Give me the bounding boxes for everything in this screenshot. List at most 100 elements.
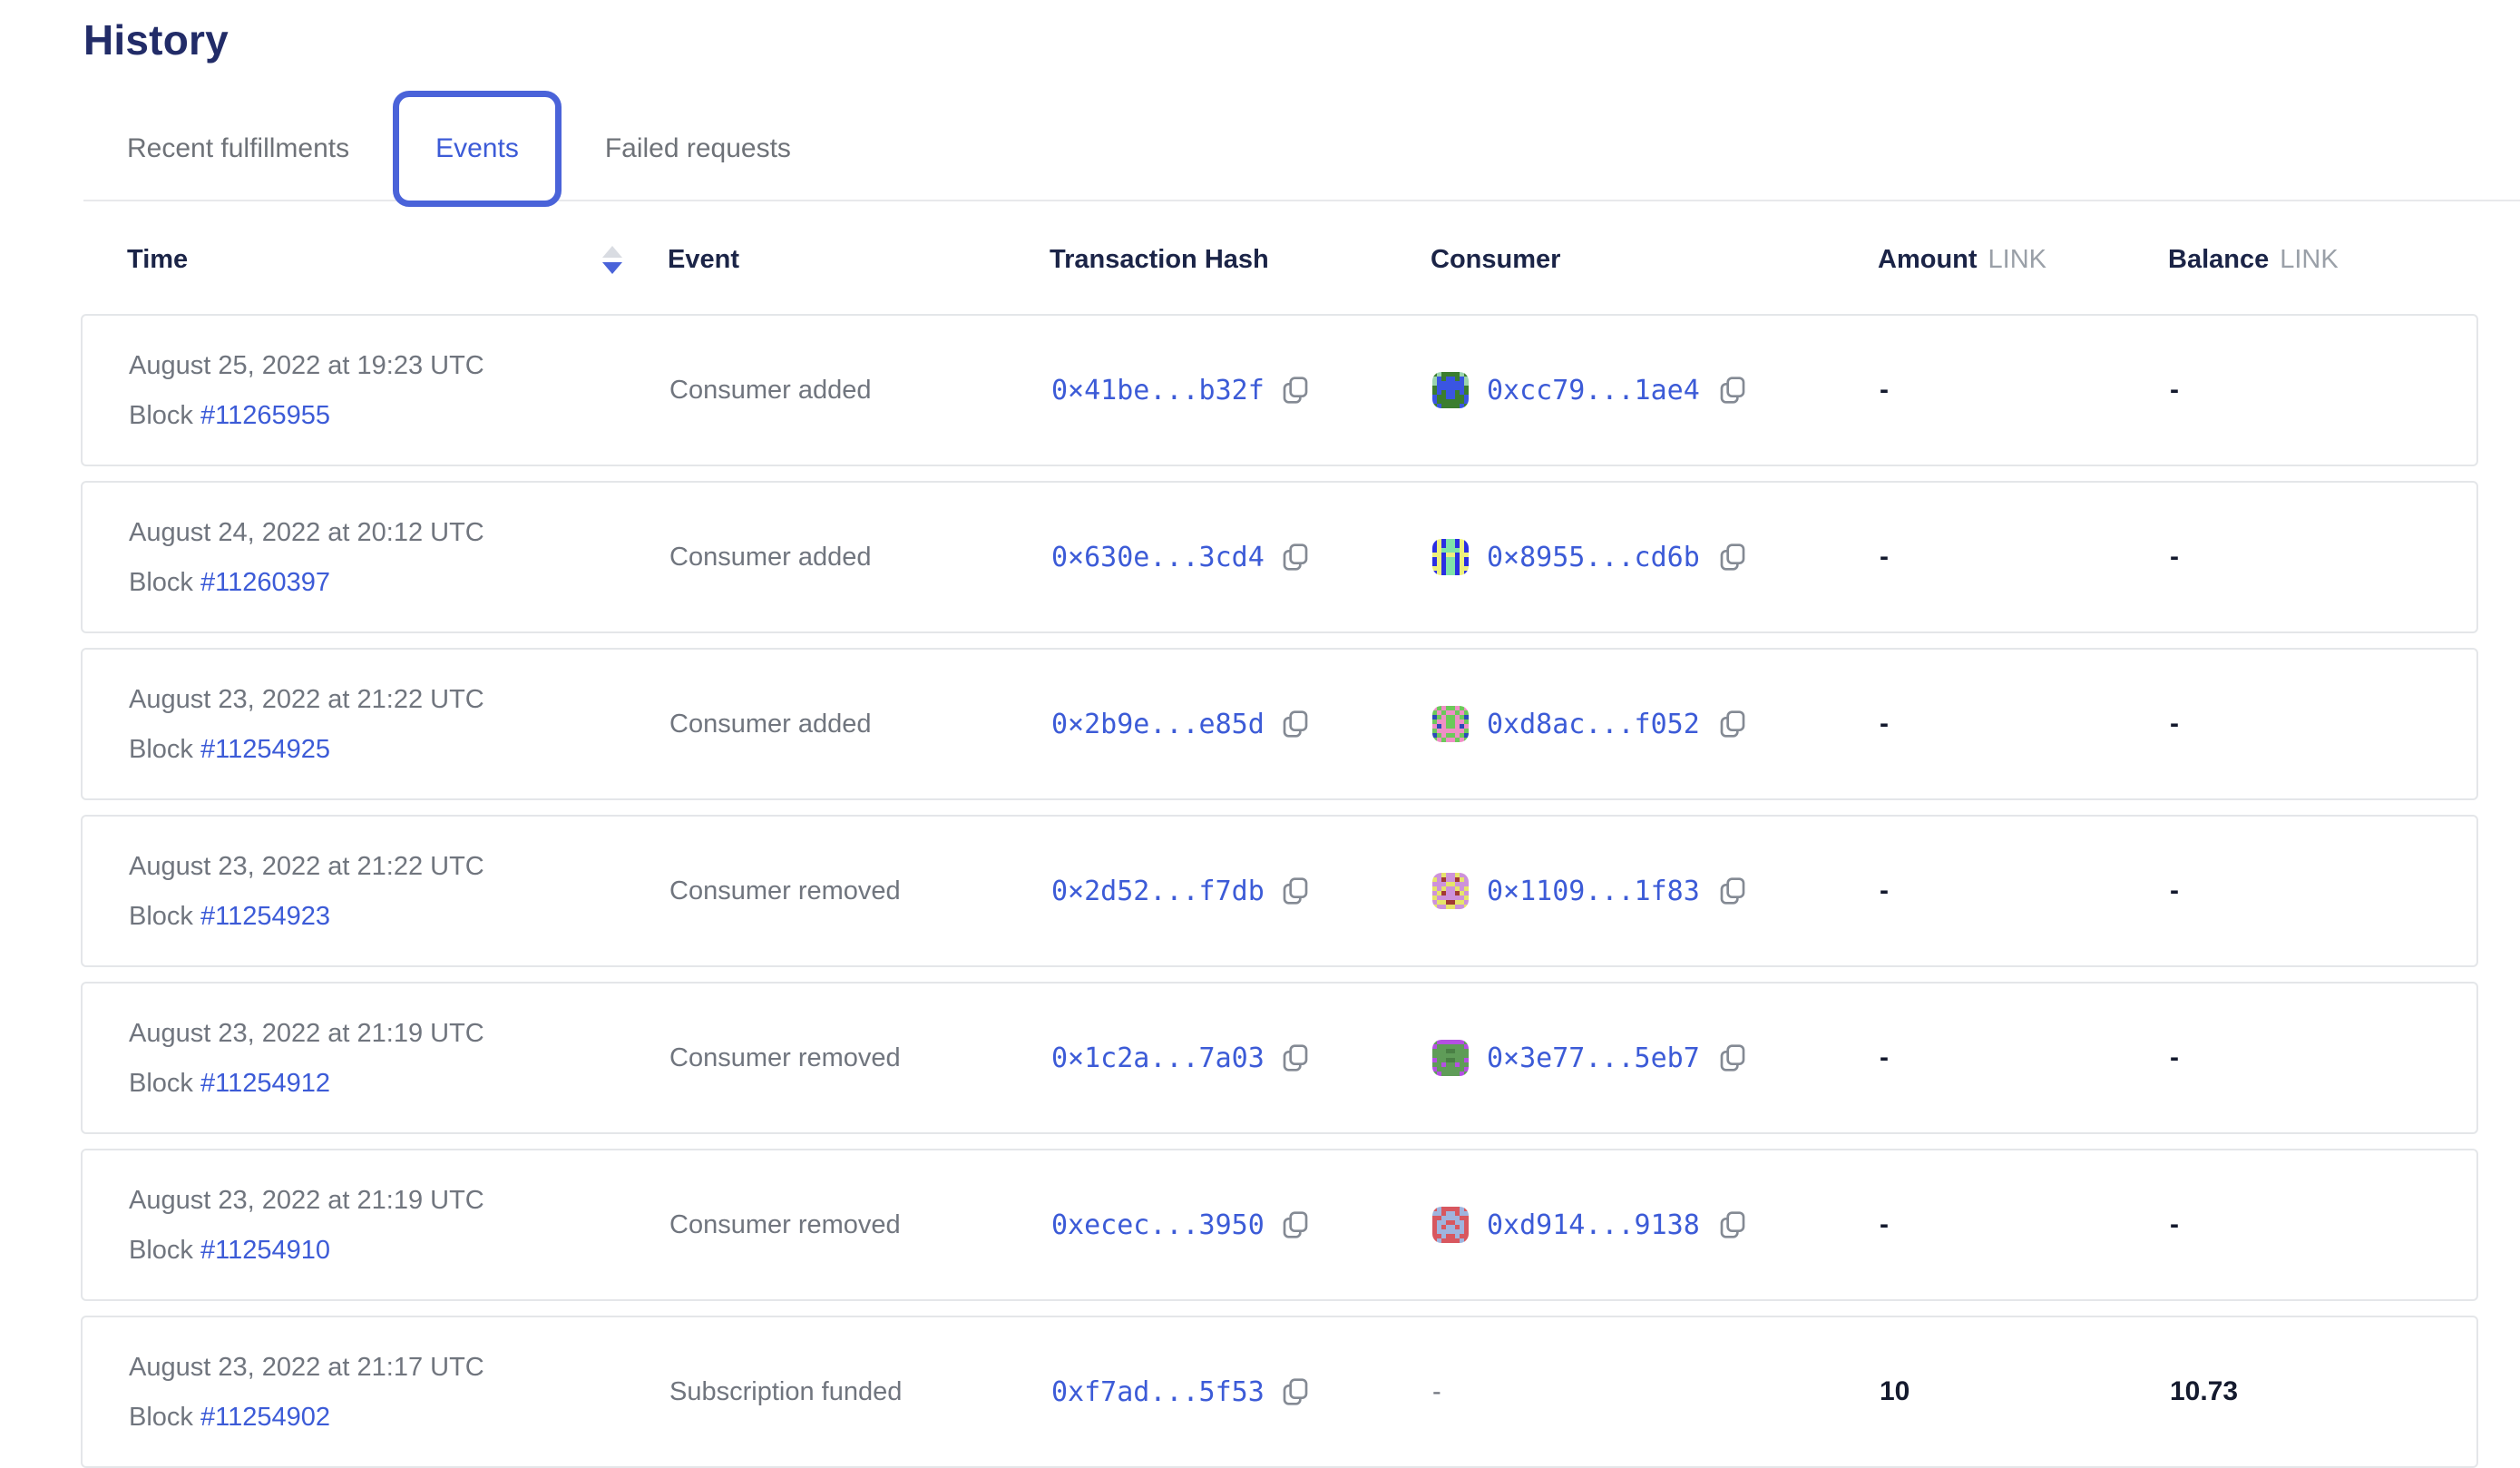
consumer-address-link[interactable]: 0×8955...cd6b [1487,541,1700,573]
block-line: Block #11265955 [129,400,669,431]
time-header-label: Time [127,244,189,274]
consumer-avatar [1432,1040,1469,1076]
consumer-address-link[interactable]: 0xcc79...1ae4 [1487,374,1700,406]
transaction-hash-cell: 0xecec...3950 [1051,1209,1432,1241]
copy-transaction-hash-button[interactable] [1281,875,1310,907]
event-cell: Consumer added [669,376,1051,406]
block-label: Block [129,1068,200,1098]
copy-icon [1720,1044,1745,1072]
copy-icon [1283,1211,1308,1238]
sort-icon[interactable] [602,245,622,274]
transaction-hash-link[interactable]: 0×630e...3cd4 [1051,541,1265,573]
copy-consumer-address-button[interactable] [1718,708,1747,740]
copy-transaction-hash-button[interactable] [1281,374,1310,406]
transaction-hash-cell: 0×630e...3cd4 [1051,541,1432,573]
transaction-hash-link[interactable]: 0×1c2a...7a03 [1051,1042,1265,1074]
consumer-avatar [1432,1207,1469,1243]
copy-consumer-address-button[interactable] [1718,1042,1747,1074]
events-table-body: August 25, 2022 at 19:23 UTC Block #1126… [81,314,2478,1468]
consumer-address-link[interactable]: 0×3e77...5eb7 [1487,1042,1700,1074]
transaction-hash-cell: 0×41be...b32f [1051,374,1432,406]
copy-icon [1283,1044,1308,1072]
event-type-label: Consumer removed [669,876,901,905]
consumer-cell: 0×1109...1f83 [1432,873,1880,909]
block-number-link[interactable]: #11265955 [200,400,330,430]
tab-recent-fulfillments[interactable]: Recent fulfillments [105,133,371,164]
event-type-label: Consumer removed [669,1209,901,1239]
consumer-address-link[interactable]: 0xd8ac...f052 [1487,708,1700,740]
event-cell: Consumer removed [669,876,1051,906]
block-line: Block #11260397 [129,567,669,598]
table-row: August 23, 2022 at 21:19 UTC Block #1125… [81,1149,2478,1301]
consumer-address-link[interactable]: 0×1109...1f83 [1487,875,1700,907]
table-row: August 24, 2022 at 20:12 UTC Block #1126… [81,481,2478,633]
block-line: Block #11254910 [129,1235,669,1266]
copy-icon [1720,377,1745,404]
transaction-hash-link[interactable]: 0xecec...3950 [1051,1209,1265,1241]
consumer-empty-dash: - [1432,1376,1441,1406]
block-line: Block #11254925 [129,734,669,765]
block-label: Block [129,567,200,597]
transaction-hash-cell: 0×1c2a...7a03 [1051,1042,1432,1074]
consumer-address-link[interactable]: 0xd914...9138 [1487,1209,1700,1241]
transaction-hash-link[interactable]: 0×41be...b32f [1051,374,1265,406]
copy-icon [1283,877,1308,905]
event-timestamp: August 23, 2022 at 21:22 UTC [129,851,484,881]
block-label: Block [129,400,200,430]
tab-events[interactable]: Events [393,91,562,207]
block-label: Block [129,1402,200,1432]
transaction-hash-link[interactable]: 0xf7ad...5f53 [1051,1375,1265,1408]
table-row: August 25, 2022 at 19:23 UTC Block #1126… [81,314,2478,466]
consumer-cell: 0×8955...cd6b [1432,539,1880,575]
time-cell: August 23, 2022 at 21:19 UTC Block #1125… [129,1018,669,1099]
copy-transaction-hash-button[interactable] [1281,541,1310,573]
block-number-link[interactable]: #11254912 [200,1068,330,1098]
block-label: Block [129,1235,200,1265]
copy-icon [1283,710,1308,738]
copy-consumer-address-button[interactable] [1718,875,1747,907]
copy-icon [1720,543,1745,571]
copy-icon [1720,1211,1745,1238]
event-type-label: Consumer added [669,709,872,739]
amount-value: - [1880,1042,1889,1072]
event-cell: Subscription funded [669,1377,1051,1407]
column-header-consumer: Consumer [1431,244,1561,274]
copy-transaction-hash-button[interactable] [1281,1375,1310,1408]
copy-consumer-address-button[interactable] [1718,374,1747,406]
transaction-hash-link[interactable]: 0×2b9e...e85d [1051,708,1265,740]
event-timestamp: August 23, 2022 at 21:19 UTC [129,1185,484,1215]
balance-value: - [2170,542,2179,572]
block-number-link[interactable]: #11260397 [200,567,330,597]
table-row: August 23, 2022 at 21:17 UTC Block #1125… [81,1316,2478,1468]
transaction-hash-cell: 0xf7ad...5f53 [1051,1375,1432,1408]
consumer-avatar [1432,873,1469,909]
amount-value: - [1880,1209,1889,1239]
balance-header-label: Balance [2168,244,2270,274]
time-cell: August 23, 2022 at 21:22 UTC Block #1125… [129,851,669,932]
time-cell: August 23, 2022 at 21:17 UTC Block #1125… [129,1352,669,1433]
copy-consumer-address-button[interactable] [1718,541,1747,573]
consumer-avatar [1432,372,1469,408]
block-line: Block #11254912 [129,1068,669,1099]
column-header-event: Event [668,244,739,274]
block-number-link[interactable]: #11254925 [200,734,330,764]
balance-unit-label: LINK [2280,244,2339,274]
balance-value: - [2170,709,2179,739]
event-timestamp: August 23, 2022 at 21:17 UTC [129,1352,484,1382]
event-type-label: Consumer added [669,542,872,572]
copy-transaction-hash-button[interactable] [1281,1209,1310,1241]
copy-transaction-hash-button[interactable] [1281,1042,1310,1074]
copy-transaction-hash-button[interactable] [1281,708,1310,740]
event-cell: Consumer removed [669,1210,1051,1240]
block-line: Block #11254923 [129,901,669,932]
block-number-link[interactable]: #11254902 [200,1402,330,1432]
transaction-hash-link[interactable]: 0×2d52...f7db [1051,875,1265,907]
event-type-label: Consumer added [669,375,872,405]
balance-value: - [2170,1042,2179,1072]
block-number-link[interactable]: #11254923 [200,901,330,931]
block-number-link[interactable]: #11254910 [200,1235,330,1265]
block-line: Block #11254902 [129,1402,669,1433]
copy-consumer-address-button[interactable] [1718,1209,1747,1241]
tab-failed-requests[interactable]: Failed requests [583,133,813,164]
amount-header-label: Amount [1878,244,1978,274]
